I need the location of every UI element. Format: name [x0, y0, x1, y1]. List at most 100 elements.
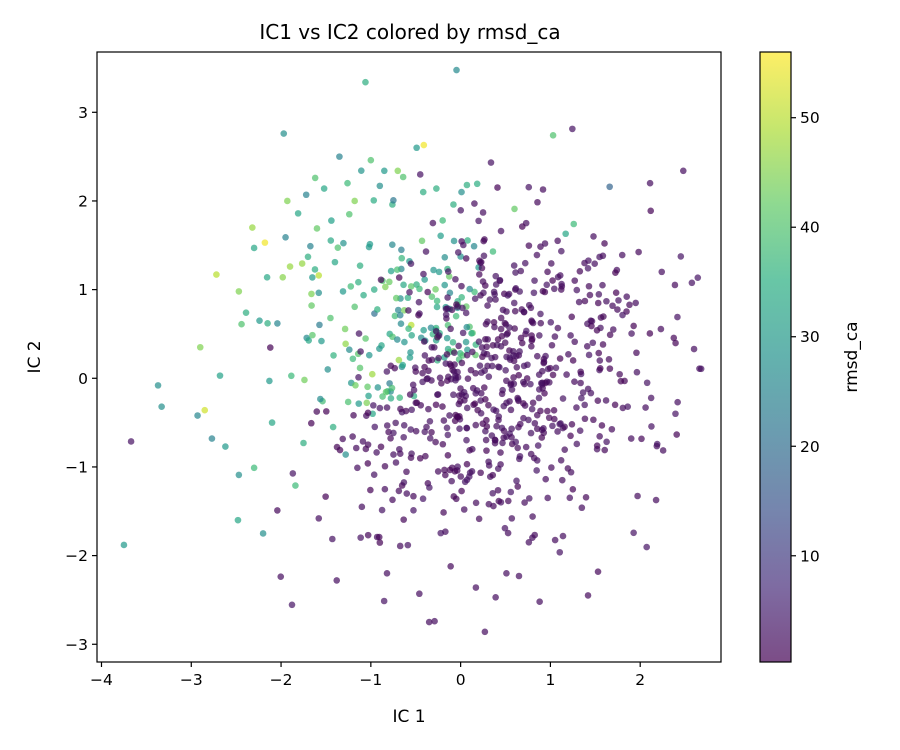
scatter-point [505, 497, 512, 505]
scatter-point [567, 332, 574, 339]
scatter-point [425, 405, 432, 413]
scatter-point [428, 293, 436, 301]
scatter-point [324, 366, 332, 373]
colorbar-tick-label: 40 [800, 219, 820, 237]
scatter-point [424, 288, 431, 296]
scatter-point [445, 373, 452, 381]
scatter-point [462, 309, 470, 317]
scatter-point [551, 333, 559, 340]
scatter-point [614, 306, 621, 313]
scatter-point [647, 394, 655, 402]
scatter-point [562, 230, 569, 238]
scatter-point [317, 395, 324, 403]
scatter-point [370, 197, 378, 204]
scatter-point [478, 264, 486, 272]
scatter-point [533, 251, 541, 259]
scatter-point [288, 372, 295, 380]
scatter-point [333, 577, 341, 584]
x-tick-label: 0 [456, 671, 466, 689]
scatter-point [549, 132, 557, 139]
scatter-point [549, 277, 556, 284]
scatter-point [594, 397, 602, 405]
scatter-point [375, 533, 383, 541]
scatter-point [626, 301, 633, 309]
scatter-point [561, 446, 569, 453]
scatter-point [544, 407, 551, 415]
scatter-point [426, 484, 433, 491]
scatter-point [545, 414, 553, 422]
scatter-point [377, 276, 385, 284]
scatter-point [154, 382, 162, 389]
scatter-point [578, 394, 585, 402]
scatter-point [342, 340, 349, 348]
scatter-point [415, 298, 423, 306]
scatter-point [556, 548, 564, 556]
scatter-point [416, 310, 423, 317]
scatter-point [466, 447, 473, 454]
scatter-point [327, 237, 335, 244]
scatter-point [647, 207, 655, 215]
scatter-point [477, 292, 484, 299]
scatter-point [533, 467, 540, 474]
scatter-point [344, 179, 351, 187]
scatter-point [334, 244, 342, 251]
scatter-point [463, 460, 471, 468]
scatter-point [591, 260, 598, 268]
scatter-point [569, 485, 577, 493]
scatter-point [416, 590, 423, 598]
scatter-point [471, 400, 479, 407]
scatter-point [444, 452, 452, 459]
scatter-point [382, 388, 390, 396]
scatter-point [213, 271, 220, 278]
scatter-point [433, 185, 440, 192]
scatter-point [376, 345, 383, 352]
scatter-point [438, 380, 445, 387]
scatter-point [407, 349, 414, 356]
scatter-point [307, 419, 315, 427]
scatter-point [634, 492, 641, 500]
scatter-point [491, 353, 499, 361]
scatter-point [309, 331, 316, 339]
scatter-point [483, 423, 491, 430]
scatter-point [396, 394, 404, 401]
scatter-point [342, 451, 350, 458]
scatter-point [458, 238, 465, 245]
scatter-point [600, 313, 607, 320]
scatter-point [362, 335, 369, 342]
scatter-point [507, 406, 515, 414]
scatter-point [484, 302, 491, 309]
scatter-point [419, 378, 426, 386]
scatter-point [463, 436, 470, 444]
scatter-point [674, 313, 681, 321]
scatter-point [421, 276, 428, 283]
scatter-point [529, 399, 537, 407]
scatter-point [434, 468, 442, 475]
scatter-point [490, 502, 497, 510]
scatter-point [468, 330, 475, 337]
scatter-point [471, 288, 478, 296]
scatter-point [471, 295, 479, 303]
scatter-point [556, 420, 563, 428]
scatter-point [498, 390, 506, 398]
scatter-point [249, 224, 256, 231]
scatter-point [406, 391, 414, 398]
scatter-point [413, 399, 421, 407]
scatter-point [606, 331, 614, 339]
scatter-point [632, 299, 640, 307]
scatter-point [462, 255, 470, 262]
scatter-point [435, 268, 443, 276]
scatter-point [609, 326, 617, 333]
scatter-point [557, 286, 565, 293]
scatter-point [475, 515, 483, 523]
scatter-point [390, 429, 397, 437]
scatter-point [537, 407, 544, 415]
scatter-point [494, 184, 501, 191]
scatter-point [672, 410, 679, 418]
scatter-point [242, 309, 250, 316]
scatter-point [127, 438, 135, 445]
scatter-point [432, 438, 439, 446]
scatter-point [412, 427, 420, 435]
scatter-point [352, 382, 359, 389]
scatter-point [535, 371, 543, 378]
scatter-point [588, 317, 596, 325]
